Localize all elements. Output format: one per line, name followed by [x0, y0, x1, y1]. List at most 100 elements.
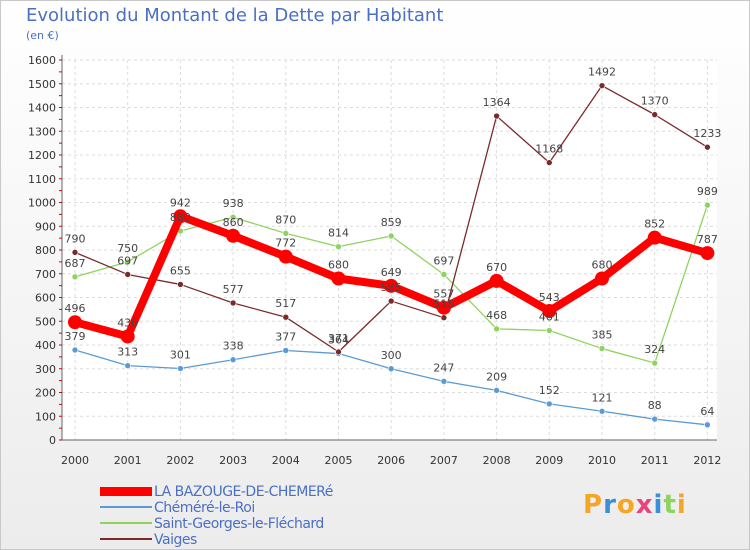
- data-label: 301: [170, 349, 191, 362]
- series-point: [542, 304, 557, 319]
- x-tick-label: 2003: [219, 454, 247, 467]
- series-point: [384, 278, 399, 293]
- data-label: 860: [223, 216, 244, 229]
- series-point: [545, 400, 553, 408]
- data-label: 300: [381, 349, 402, 362]
- y-tick-label: 400: [35, 339, 56, 352]
- series-point: [651, 359, 659, 367]
- y-tick-label: 1300: [28, 125, 56, 138]
- data-label: 121: [592, 391, 613, 404]
- y-tick-label: 1400: [28, 102, 56, 115]
- y-tick-label: 500: [35, 315, 56, 328]
- data-label: 1168: [535, 143, 563, 156]
- series-point: [489, 273, 504, 288]
- data-label: 1233: [693, 127, 721, 140]
- series-point: [120, 329, 135, 344]
- series-point: [124, 258, 131, 266]
- legend-swatch: [100, 538, 152, 540]
- series-point: [440, 378, 448, 385]
- series-point: [436, 300, 451, 315]
- series-point: [278, 249, 293, 264]
- logo-letter: P: [583, 490, 604, 520]
- data-label: 880: [170, 211, 191, 224]
- series-point: [387, 365, 395, 373]
- logo-letter: o: [616, 490, 636, 520]
- data-label: 655: [170, 264, 191, 277]
- x-tick-label: 2002: [166, 454, 194, 467]
- data-label: 152: [539, 384, 560, 397]
- x-tick-label: 2001: [114, 454, 142, 467]
- data-label: 697: [433, 254, 454, 267]
- proxiti-logo: Proxiti: [583, 490, 687, 520]
- data-label: 436: [117, 316, 138, 329]
- series-point: [177, 365, 184, 372]
- chart-subtitle: (en €): [26, 29, 59, 42]
- data-label: 790: [65, 232, 86, 245]
- data-label: 670: [486, 261, 507, 274]
- logo-letter: t: [663, 490, 677, 520]
- data-label: 649: [381, 266, 402, 279]
- data-label: 209: [486, 370, 507, 383]
- data-label: 687: [65, 257, 86, 270]
- data-label: 461: [539, 311, 560, 324]
- data-label: 772: [275, 237, 296, 250]
- y-tick-label: 1500: [28, 78, 56, 91]
- series-point: [71, 346, 79, 354]
- series-point: [177, 281, 184, 288]
- legend-swatch: [100, 506, 152, 508]
- x-tick-label: 2012: [693, 454, 721, 467]
- series-point: [647, 230, 662, 245]
- data-label: 515: [433, 298, 454, 311]
- legend-label: Chéméré-le-Roi: [154, 500, 255, 516]
- x-tick-label: 2010: [588, 454, 616, 467]
- series-point: [387, 232, 395, 240]
- series-point: [229, 356, 237, 364]
- series-point: [493, 325, 500, 333]
- series-point: [493, 112, 500, 120]
- logo-letter: i: [653, 490, 664, 520]
- series-point: [68, 315, 82, 330]
- data-label: 324: [644, 343, 665, 356]
- data-label: 577: [223, 283, 244, 296]
- legend-label: Saint-Georges-le-Fléchard: [154, 516, 324, 532]
- x-tick-label: 2006: [377, 454, 405, 467]
- y-tick-label: 1200: [28, 149, 56, 162]
- data-label: 313: [117, 346, 138, 359]
- x-tick-label: 2000: [61, 454, 89, 467]
- logo-letter: i: [676, 490, 687, 520]
- data-label: 1492: [588, 66, 616, 79]
- series-point: [440, 271, 448, 278]
- series-point: [704, 143, 711, 151]
- x-tick-label: 2005: [325, 454, 353, 467]
- legend-label: Vaiges: [154, 532, 197, 548]
- series-point: [71, 273, 79, 281]
- data-label: 379: [65, 330, 86, 343]
- series-point: [229, 213, 237, 221]
- data-label: 496: [65, 302, 86, 315]
- data-label: 870: [275, 213, 296, 226]
- logo-letter: r: [603, 490, 617, 520]
- x-tick-label: 2011: [641, 454, 669, 467]
- series-point: [282, 347, 290, 354]
- data-label: 371: [328, 332, 349, 345]
- data-label: 750: [117, 242, 138, 255]
- series-point: [700, 246, 715, 261]
- data-label: 697: [117, 254, 138, 267]
- y-tick-label: 100: [35, 410, 56, 423]
- data-label: 814: [328, 227, 349, 240]
- y-tick-label: 300: [35, 363, 56, 376]
- series-point: [387, 297, 395, 305]
- legend-label: LA BAZOUGE-DE-CHEMERé: [154, 484, 333, 500]
- series-point: [282, 313, 290, 321]
- chart-title: Evolution du Montant de la Dette par Hab…: [26, 5, 444, 26]
- series-point: [704, 421, 711, 429]
- data-label: 787: [697, 233, 718, 246]
- series-point: [595, 271, 609, 286]
- data-label: 338: [223, 340, 244, 353]
- data-label: 385: [592, 329, 613, 342]
- legend-swatch: [100, 487, 152, 496]
- legend-swatch: [100, 522, 152, 524]
- data-label: 989: [697, 185, 718, 198]
- data-label: 468: [486, 309, 507, 322]
